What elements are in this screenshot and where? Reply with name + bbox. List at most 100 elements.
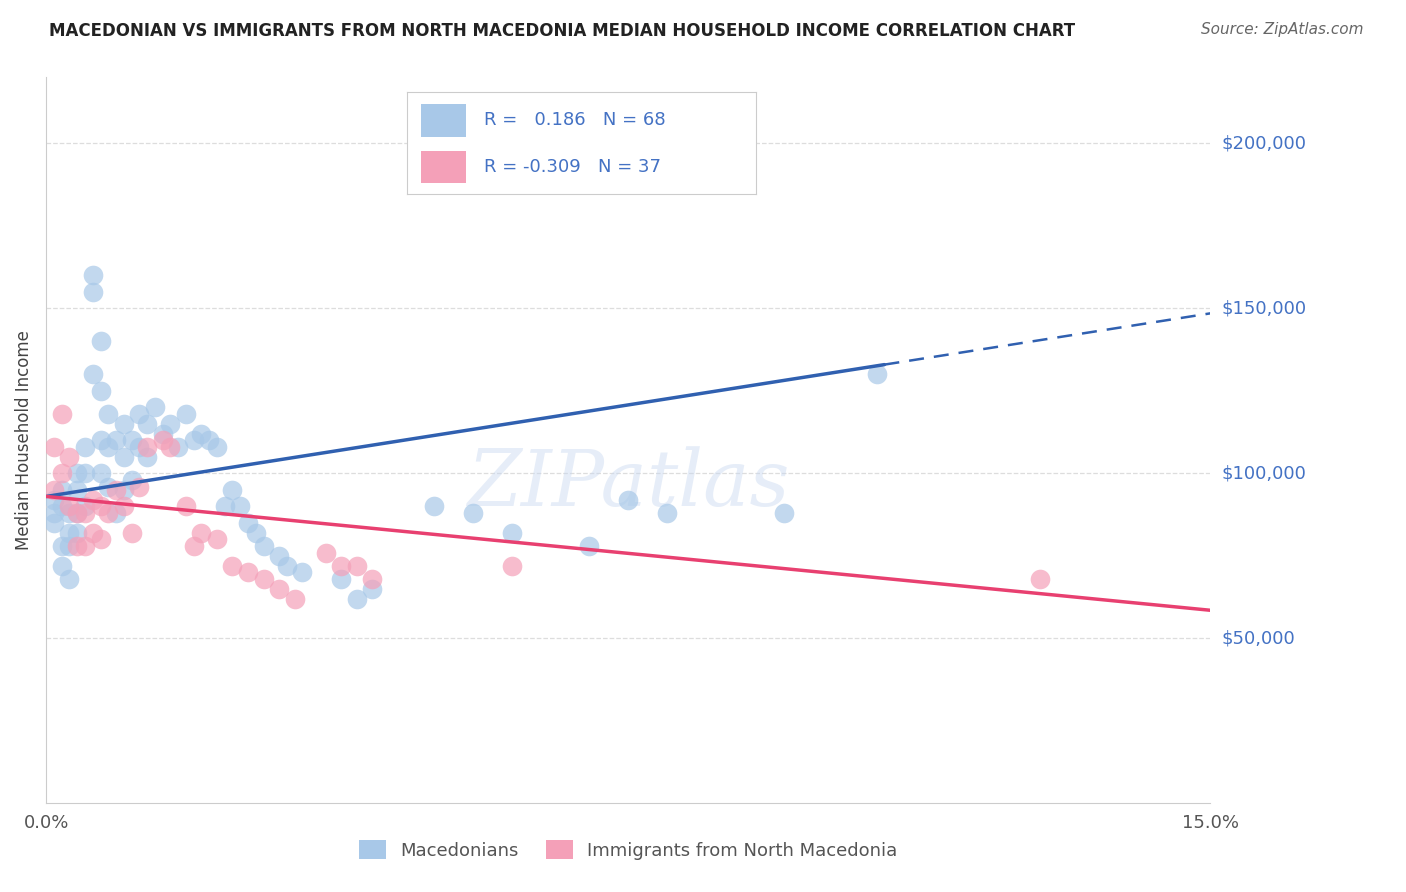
Point	[128, 407, 150, 421]
Point	[501, 525, 523, 540]
Point	[245, 525, 267, 540]
Point	[276, 558, 298, 573]
Point	[159, 440, 181, 454]
Point	[578, 539, 600, 553]
Point	[236, 566, 259, 580]
Point	[214, 500, 236, 514]
Point	[51, 500, 73, 514]
Point	[221, 558, 243, 573]
Point	[121, 434, 143, 448]
Point	[66, 483, 89, 497]
Text: ZIPatlas: ZIPatlas	[467, 446, 790, 522]
Point	[66, 467, 89, 481]
Point	[772, 506, 794, 520]
Point	[58, 506, 80, 520]
Point	[82, 368, 104, 382]
Point	[361, 582, 384, 596]
Point	[112, 450, 135, 464]
Point	[73, 539, 96, 553]
Point	[58, 500, 80, 514]
Point	[89, 467, 111, 481]
Point	[128, 479, 150, 493]
Point	[73, 467, 96, 481]
Point	[42, 492, 65, 507]
Point	[42, 516, 65, 530]
Point	[361, 572, 384, 586]
Point	[346, 591, 368, 606]
Point	[174, 407, 197, 421]
Point	[105, 506, 128, 520]
Point	[1028, 572, 1050, 586]
Point	[97, 506, 120, 520]
Text: $50,000: $50,000	[1222, 630, 1295, 648]
Point	[330, 572, 353, 586]
Text: $100,000: $100,000	[1222, 465, 1306, 483]
Point	[112, 483, 135, 497]
Point	[174, 500, 197, 514]
Point	[252, 572, 274, 586]
Point	[136, 440, 159, 454]
Point	[159, 417, 181, 431]
Point	[291, 566, 314, 580]
Point	[284, 591, 307, 606]
Point	[82, 268, 104, 283]
Point	[89, 434, 111, 448]
Point	[205, 440, 228, 454]
Point	[58, 539, 80, 553]
Text: MACEDONIAN VS IMMIGRANTS FROM NORTH MACEDONIA MEDIAN HOUSEHOLD INCOME CORRELATIO: MACEDONIAN VS IMMIGRANTS FROM NORTH MACE…	[49, 22, 1076, 40]
Point	[73, 506, 96, 520]
Point	[198, 434, 221, 448]
Point	[82, 525, 104, 540]
Point	[42, 506, 65, 520]
Point	[183, 539, 205, 553]
Point	[42, 483, 65, 497]
Point	[42, 440, 65, 454]
Point	[229, 500, 252, 514]
Point	[73, 500, 96, 514]
Point	[152, 426, 174, 441]
Point	[97, 440, 120, 454]
Point	[143, 401, 166, 415]
Point	[82, 285, 104, 299]
Point	[58, 572, 80, 586]
Point	[51, 483, 73, 497]
Point	[58, 525, 80, 540]
Point	[97, 479, 120, 493]
Point	[112, 500, 135, 514]
Point	[89, 334, 111, 349]
Point	[66, 506, 89, 520]
Text: $150,000: $150,000	[1222, 300, 1306, 318]
Point	[66, 506, 89, 520]
Point	[105, 483, 128, 497]
Point	[51, 467, 73, 481]
Point	[152, 434, 174, 448]
Point	[190, 426, 212, 441]
Point	[205, 533, 228, 547]
Point	[97, 407, 120, 421]
Point	[51, 407, 73, 421]
Point	[112, 417, 135, 431]
Point	[128, 440, 150, 454]
Point	[105, 434, 128, 448]
Point	[461, 506, 484, 520]
Point	[183, 434, 205, 448]
Point	[346, 558, 368, 573]
Point	[221, 483, 243, 497]
Point	[267, 582, 290, 596]
Point	[136, 450, 159, 464]
Y-axis label: Median Household Income: Median Household Income	[15, 330, 32, 550]
Point	[501, 558, 523, 573]
Point	[330, 558, 353, 573]
Point	[136, 417, 159, 431]
Text: $200,000: $200,000	[1222, 135, 1306, 153]
Point	[315, 545, 337, 559]
Point	[267, 549, 290, 563]
Point	[423, 500, 446, 514]
Point	[58, 450, 80, 464]
Point	[66, 539, 89, 553]
Point	[655, 506, 678, 520]
Point	[121, 525, 143, 540]
Point	[82, 492, 104, 507]
Text: Source: ZipAtlas.com: Source: ZipAtlas.com	[1201, 22, 1364, 37]
Point	[89, 533, 111, 547]
